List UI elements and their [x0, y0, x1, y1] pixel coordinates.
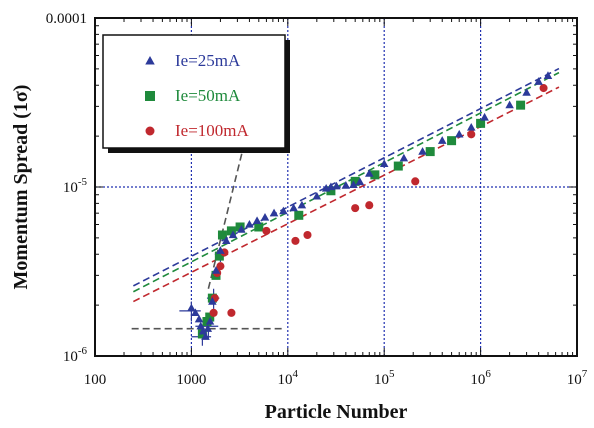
data-point-square [476, 118, 486, 128]
data-point-circle [303, 230, 312, 240]
legend-marker-triangle [145, 56, 155, 65]
data-point-square [326, 186, 336, 196]
data-point-triangle [260, 212, 270, 221]
x-tick-label: 100 [84, 372, 107, 388]
data-point-square [447, 136, 457, 146]
legend-label-50ma: Ie=50mA [175, 86, 241, 105]
data-point-square [516, 100, 526, 110]
data-point-square [226, 226, 236, 236]
x-tick-label: 106 [470, 368, 491, 388]
data-point-triangle [355, 177, 365, 186]
data-point-triangle [208, 297, 217, 305]
x-tick-label: 107 [567, 368, 588, 388]
fit-line [132, 71, 560, 293]
data-point-triangle [341, 181, 351, 189]
legend-label-100ma: Ie=100mA [175, 121, 250, 140]
x-tick-label: 104 [278, 368, 299, 388]
data-point-triangle [201, 332, 210, 340]
data-point-triangle [289, 203, 298, 212]
data-point-triangle [505, 100, 514, 109]
data-point-triangle [454, 129, 464, 138]
data-point-square [294, 210, 304, 220]
legend-marker-circle [145, 126, 155, 136]
data-point-triangle [418, 147, 427, 155]
y-tick-label: 10-5 [63, 176, 88, 196]
data-point-triangle [522, 88, 531, 96]
data-point-triangle [245, 219, 254, 228]
y-axis-title: Momentum Spread (1σ) [10, 85, 32, 290]
data-point-triangle [543, 71, 553, 79]
data-point-triangle [297, 200, 307, 209]
data-point-triangle [480, 112, 489, 121]
legend-marker-square [145, 91, 155, 101]
data-point-circle [467, 130, 476, 139]
fit-line [207, 150, 244, 289]
data-point-triangle [198, 326, 208, 335]
data-point-circle [351, 204, 360, 213]
data-point-triangle [237, 225, 246, 233]
data-point-triangle [349, 180, 358, 188]
data-point-circle [262, 226, 271, 235]
data-point-circle [209, 308, 218, 317]
data-point-triangle [191, 308, 200, 317]
data-point-circle [411, 177, 420, 186]
fit-line [133, 86, 560, 303]
data-point-triangle [203, 324, 213, 332]
data-point-triangle [216, 246, 225, 254]
legend-label-25ma: Ie=25mA [175, 51, 241, 70]
legend-marker-circle [145, 126, 155, 136]
data-point-triangle [205, 317, 215, 325]
data-point-square [214, 251, 224, 261]
data-point-triangle [279, 206, 288, 215]
fit-line [132, 67, 560, 287]
data-point-triangle [534, 77, 543, 85]
data-point-square [350, 176, 360, 186]
data-point-triangle [228, 230, 238, 239]
legend-marker-square [145, 91, 155, 101]
data-point-square [370, 170, 380, 180]
data-point-square [235, 222, 245, 232]
data-point-triangle [332, 181, 341, 190]
data-point-circle [291, 236, 300, 245]
data-point-square [254, 222, 264, 232]
data-point-triangle [187, 303, 196, 312]
legend-marker-triangle [145, 56, 155, 65]
x-tick-label: 105 [374, 368, 395, 388]
data-point-triangle [466, 122, 476, 131]
x-axis-title: Particle Number [265, 401, 408, 423]
data-point-circle [539, 84, 548, 93]
data-point-triangle [194, 314, 204, 323]
x-tick-label: 1000 [176, 372, 206, 388]
data-point-square [217, 230, 227, 240]
data-point-circle [365, 201, 374, 210]
data-point-triangle [437, 136, 447, 144]
data-point-triangle [211, 266, 221, 274]
data-point-triangle [252, 216, 262, 225]
data-point-triangle [364, 169, 374, 177]
data-point-triangle [221, 236, 231, 245]
data-point-triangle [269, 208, 279, 217]
data-point-triangle [399, 153, 409, 162]
data-point-triangle [312, 191, 322, 200]
data-point-square [393, 161, 403, 171]
y-tick-label: 10-6 [63, 345, 88, 365]
y-tick-label: 0.0001 [46, 11, 87, 27]
data-point-circle [227, 308, 236, 317]
data-point-circle [216, 262, 225, 271]
axis-ticks: 100 1000 104 105 106 107 10-6 10-5 0.0001 [46, 11, 588, 388]
data-point-square [205, 312, 215, 322]
data-point-square [425, 147, 435, 157]
legend-box [102, 34, 286, 149]
data-points [187, 71, 553, 340]
legend: Ie=25mA Ie=50mA Ie=100mA [102, 34, 290, 153]
data-point-triangle [379, 159, 389, 168]
